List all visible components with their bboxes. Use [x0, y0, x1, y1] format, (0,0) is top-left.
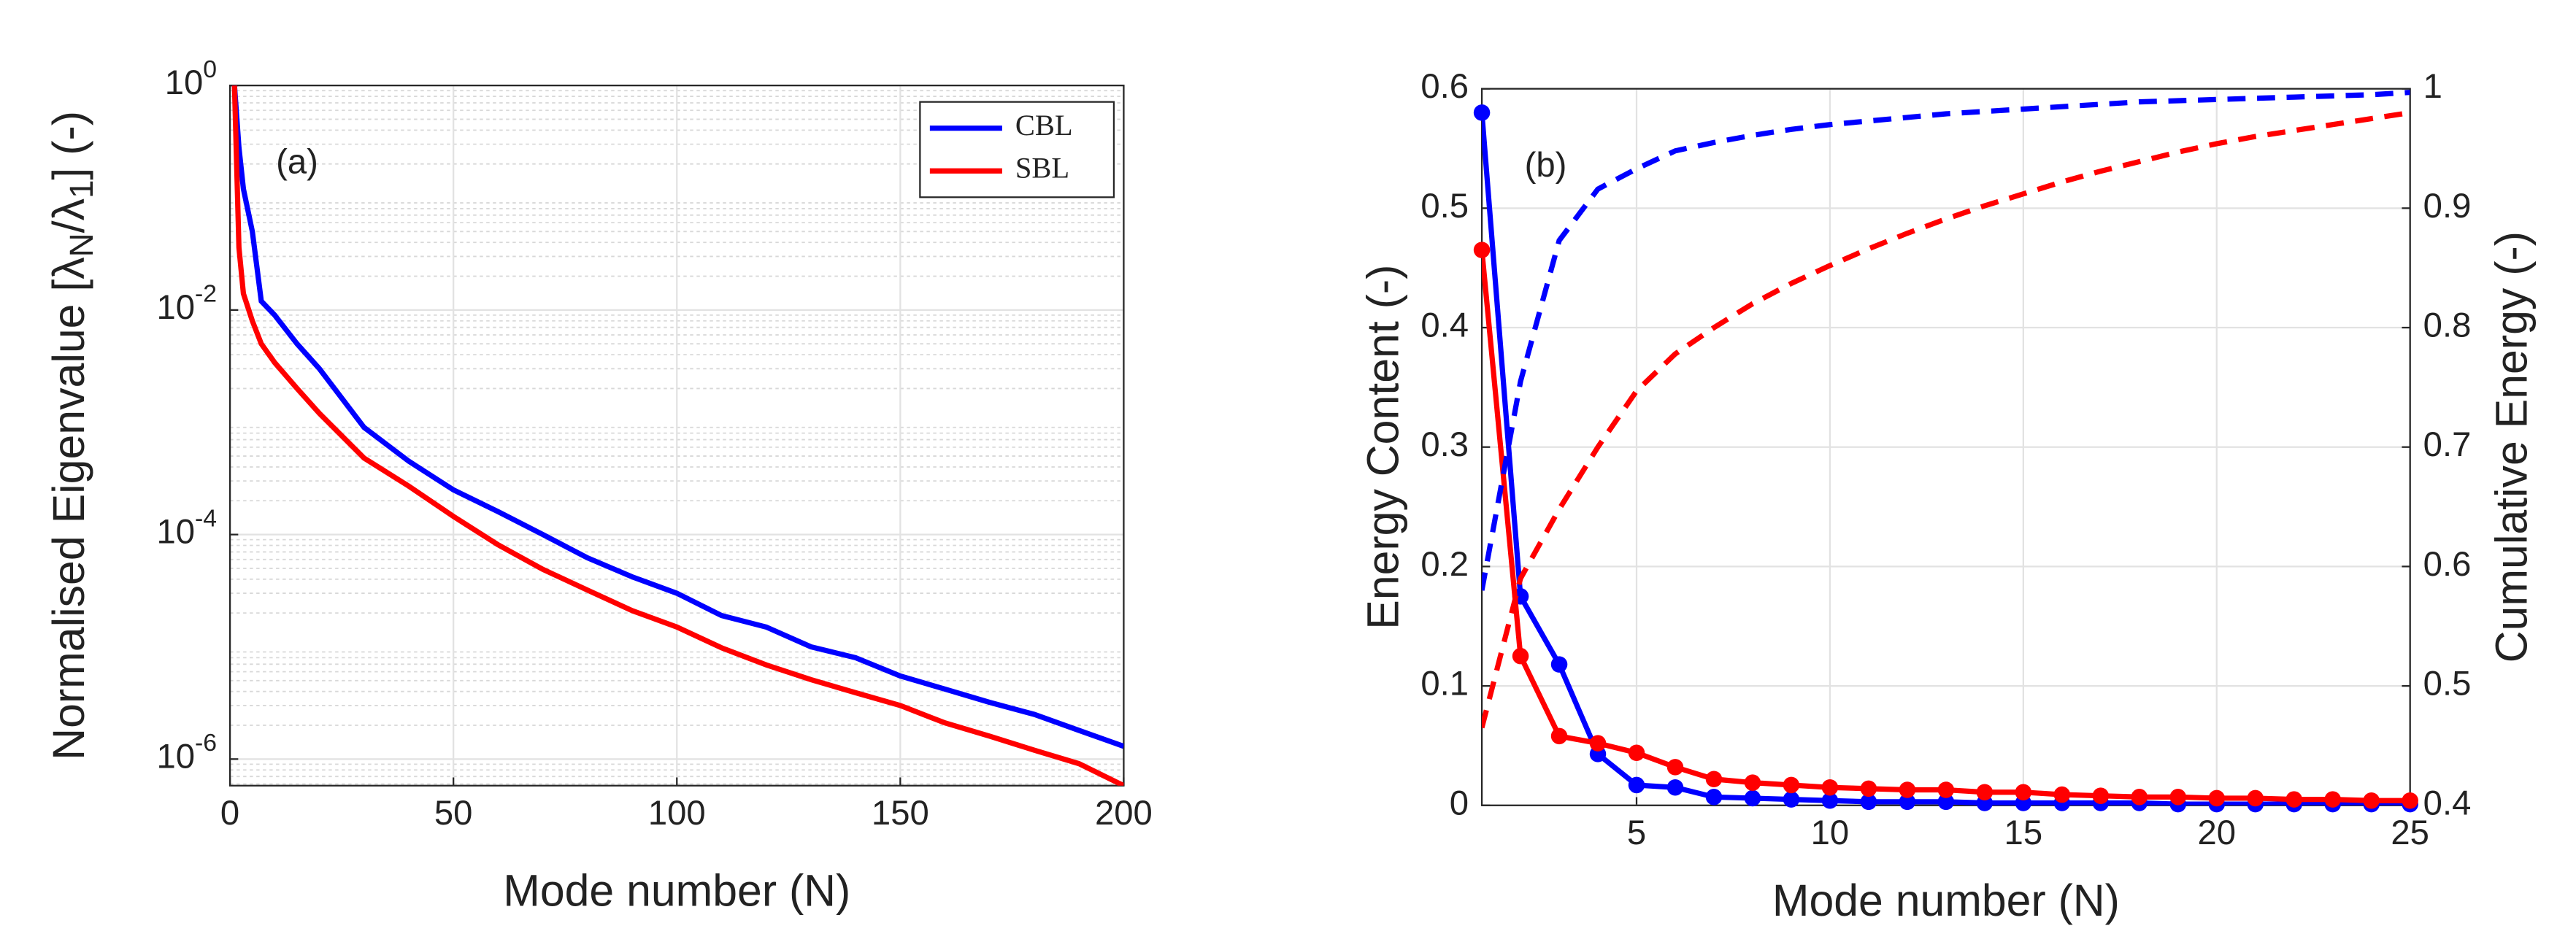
y2-tick-label: 0.7 — [2423, 425, 2472, 464]
y-tick-label: 10-2 — [157, 280, 218, 328]
y-tick-label: 0.4 — [1420, 306, 1469, 344]
y-tick-base: 10 — [157, 288, 196, 327]
y-tick-base: 10 — [165, 64, 204, 103]
series-marker — [1705, 771, 1723, 788]
y-tick-base: 10 — [157, 513, 196, 552]
cumulative-line — [1482, 89, 2410, 591]
x-tick-label: 5 — [1627, 814, 1646, 852]
y-tick-label: 0.3 — [1420, 425, 1469, 464]
series-marker — [1512, 647, 1529, 665]
x-tick-label: 200 — [1095, 794, 1153, 833]
x-tick-label: 20 — [2197, 814, 2236, 852]
series-marker — [1628, 744, 1645, 762]
series-marker — [2208, 789, 2226, 807]
y-tick-base: 10 — [157, 738, 196, 776]
series-marker — [1666, 759, 1684, 776]
series-marker — [1628, 776, 1645, 794]
series-line — [1482, 112, 2410, 806]
series-marker — [1550, 656, 1568, 673]
series-marker — [1937, 793, 1955, 811]
y2-tick-label: 0.6 — [2423, 545, 2472, 584]
series-marker — [1860, 793, 1877, 811]
y-tick-label: 0 — [1450, 784, 1469, 822]
series-marker — [1821, 779, 1839, 796]
series-marker — [1744, 789, 1761, 807]
x-tick-label: 50 — [434, 794, 473, 833]
plot-frame — [228, 85, 1125, 787]
series-marker — [1589, 735, 1607, 752]
y-axis-label-part: Normalised Eigenvalue [λ — [44, 257, 93, 760]
series-marker — [2247, 789, 2264, 807]
series-line — [1482, 250, 2410, 803]
y2-tick-label: 1 — [2423, 67, 2442, 106]
series-marker — [1976, 784, 1993, 801]
x-tick-label: 15 — [2004, 814, 2043, 852]
series-marker — [2402, 792, 2418, 809]
series-line — [231, 85, 1124, 749]
y-tick-exponent: -4 — [195, 504, 217, 532]
x-tick-label: 100 — [648, 794, 706, 833]
y-tick-exponent: -6 — [195, 729, 217, 757]
x-axis-label: Mode number (N) — [503, 865, 850, 915]
series-marker — [1550, 727, 1568, 745]
series-marker — [1783, 776, 1800, 794]
series-marker — [1666, 779, 1684, 796]
y-axis-label-part: ] (-) — [44, 111, 93, 180]
y-tick-label: 100 — [165, 55, 217, 103]
series-marker — [2169, 789, 2187, 806]
series-marker — [1473, 104, 1491, 121]
series-marker — [1860, 780, 1877, 798]
x-tick-label: 10 — [1811, 814, 1850, 852]
y-tick-label: 0.6 — [1420, 67, 1469, 106]
y-tick-label: 10-4 — [157, 504, 218, 552]
series-marker — [1744, 774, 1761, 791]
y2-axis-label-part: Cumulative Energy (-) — [2487, 231, 2537, 663]
y-axis-label-part: N — [63, 233, 100, 257]
x-tick-label: 0 — [220, 794, 239, 833]
series-marker — [1899, 781, 1916, 798]
x-tick-label: 25 — [2391, 814, 2429, 852]
y-axis-label-part: 1 — [63, 180, 100, 198]
series-line — [231, 85, 1124, 786]
series-marker — [2053, 786, 2071, 803]
series-marker — [2092, 787, 2110, 804]
x-axis-label: Mode number (N) — [1772, 876, 2120, 925]
x-tick-label: 150 — [872, 794, 929, 833]
y-tick-label: 10-6 — [157, 729, 218, 776]
y-tick-exponent: 0 — [203, 55, 217, 83]
series-marker — [1473, 242, 1491, 258]
y2-tick-label: 0.4 — [2423, 784, 2472, 822]
y-axis-label: Normalised Eigenvalue [λN/λ1] (-) — [44, 111, 100, 760]
y-axis-label-part: Energy Content (-) — [1358, 265, 1408, 630]
series-marker — [1899, 793, 1916, 811]
series-marker — [1937, 781, 1955, 798]
series-marker — [1705, 789, 1723, 806]
annotation: (a) — [276, 143, 318, 182]
series-marker — [2363, 792, 2380, 809]
y-tick-label: 0.5 — [1420, 187, 1469, 225]
cumulative-line — [1482, 109, 2410, 729]
series-marker — [1821, 792, 1839, 809]
y2-axis-label: Cumulative Energy (-) — [2487, 231, 2537, 663]
legend-label: SBL — [1015, 152, 1069, 185]
annotation: (b) — [1525, 146, 1567, 185]
series-marker — [2324, 791, 2341, 808]
y-tick-exponent: -2 — [195, 280, 217, 308]
series-marker — [2285, 791, 2302, 808]
y2-tick-label: 0.9 — [2423, 187, 2472, 225]
series-marker — [2131, 789, 2148, 806]
legend-box — [919, 101, 1115, 198]
series-marker — [1783, 791, 1800, 808]
y-axis-label: Energy Content (-) — [1358, 265, 1408, 630]
y-tick-label: 0.1 — [1420, 665, 1469, 703]
y2-tick-label: 0.5 — [2423, 665, 2472, 703]
y-tick-label: 0.2 — [1420, 545, 1469, 584]
series-marker — [2015, 784, 2032, 801]
y-axis-label-part: /λ — [44, 198, 93, 233]
legend-label: CBL — [1015, 109, 1073, 142]
y2-tick-label: 0.8 — [2423, 306, 2472, 344]
